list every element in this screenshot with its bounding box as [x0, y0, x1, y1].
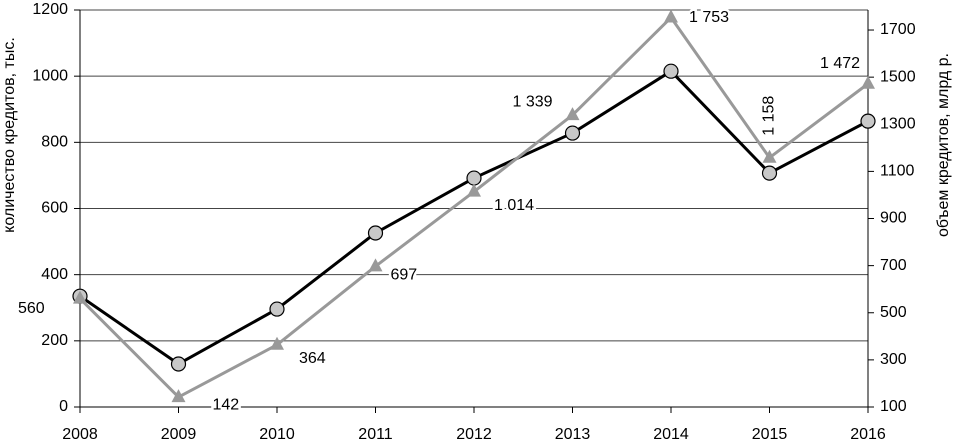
- y2-tick-label: 700: [880, 257, 907, 274]
- marker: [467, 183, 481, 197]
- y-tick-label: 200: [41, 332, 68, 349]
- y2-tick-label: 500: [880, 304, 907, 321]
- y-tick-label: 1200: [32, 1, 68, 18]
- marker: [664, 9, 678, 23]
- marker: [761, 165, 778, 181]
- marker: [663, 63, 679, 79]
- series-line: [79, 69, 869, 366]
- x-tick-label: 2010: [259, 426, 295, 443]
- x-tick-label: 2014: [653, 426, 689, 443]
- marker: [171, 389, 186, 403]
- marker: [270, 336, 284, 350]
- y-axis-title: количество кредитов, тыс.: [1, 37, 18, 233]
- x-tick-label: 2012: [456, 426, 492, 443]
- marker: [860, 113, 876, 129]
- x-tick-label: 2016: [850, 426, 886, 443]
- marker: [368, 258, 383, 272]
- y-tick-label: 600: [41, 200, 68, 217]
- y2-tick-label: 1100: [880, 163, 915, 180]
- value-label: 364: [299, 350, 326, 367]
- value-label: 1 472: [820, 55, 860, 72]
- y2-tick-label: 300: [880, 351, 907, 368]
- value-label: 142: [213, 396, 240, 413]
- marker: [564, 125, 581, 141]
- marker: [73, 290, 87, 304]
- marker: [466, 170, 482, 186]
- marker: [269, 301, 285, 317]
- marker: [170, 356, 187, 372]
- marker: [861, 75, 875, 89]
- y-tick-label: 800: [41, 134, 68, 151]
- marker: [565, 107, 580, 121]
- series-line: [78, 16, 869, 399]
- y-tick-label: 400: [41, 266, 68, 283]
- value-label: 1 339: [513, 93, 553, 110]
- x-tick-label: 2008: [62, 426, 98, 443]
- marker: [762, 149, 777, 163]
- y2-tick-label: 1700: [880, 21, 916, 38]
- y2-tick-label: 1500: [880, 68, 916, 85]
- value-label: 1 753: [689, 9, 729, 26]
- value-label: 697: [391, 267, 418, 284]
- x-tick-label: 2009: [161, 426, 197, 443]
- value-label: 1 158: [761, 96, 778, 136]
- x-tick-label: 2011: [358, 426, 393, 443]
- y2-axis-title: объем кредитов, млрд р.: [935, 53, 952, 237]
- y2-tick-label: 100: [880, 398, 907, 415]
- value-label: 560: [18, 300, 45, 317]
- y2-tick-label: 900: [880, 210, 907, 227]
- x-tick-label: 2013: [555, 426, 591, 443]
- y-tick-label: 1000: [32, 67, 68, 84]
- marker: [367, 225, 384, 241]
- x-tick-label: 2015: [752, 426, 788, 443]
- y2-tick-label: 1300: [880, 115, 916, 132]
- y-tick-label: 0: [59, 398, 68, 415]
- value-label: 1 014: [494, 197, 534, 214]
